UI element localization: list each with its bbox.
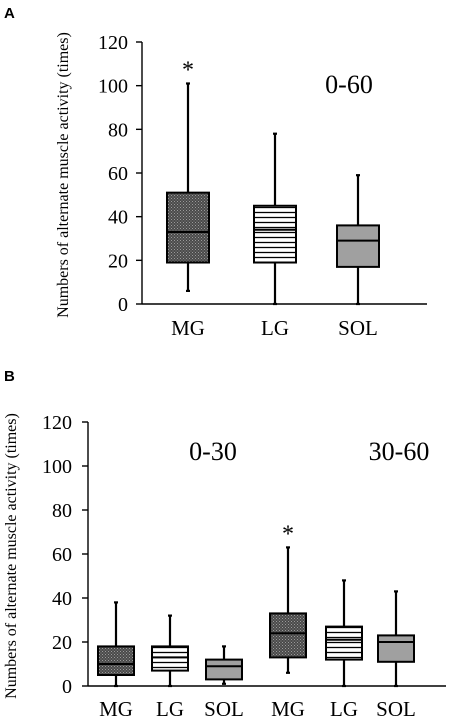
iqr-box xyxy=(269,612,307,659)
box-sol xyxy=(336,174,380,306)
panel-b-ylabel: Numbers of alternate muscle activity (ti… xyxy=(3,413,20,699)
y-tick-label: 60 xyxy=(108,163,128,185)
panel-b-letter: B xyxy=(4,368,15,385)
x-category-label: SOL xyxy=(204,697,244,720)
y-tick-label: 40 xyxy=(108,207,128,229)
panel-b-range-label-1: 0-30 xyxy=(189,437,237,466)
panel-b-range-label-2: 30-60 xyxy=(369,437,430,466)
box-lg xyxy=(253,132,297,306)
y-tick-label: 60 xyxy=(52,544,72,566)
box-lg xyxy=(151,614,189,688)
panel-a: A Numbers of alternate muscle activity (… xyxy=(4,5,427,340)
panel-b-boxes: * xyxy=(97,521,415,688)
iqr-box xyxy=(325,625,363,661)
iqr-box xyxy=(166,191,210,264)
iqr-box xyxy=(151,645,189,672)
x-category-label: LG xyxy=(156,697,184,720)
y-tick-label: 20 xyxy=(108,250,128,272)
panel-b-x-labels: MG LG SOL MG LG SOL xyxy=(99,697,416,720)
significance-marker: * xyxy=(182,57,194,83)
x-category-label: SOL xyxy=(338,316,378,340)
box-mg xyxy=(97,601,135,688)
x-category-label: LG xyxy=(261,316,289,340)
box-sol xyxy=(205,645,243,685)
y-tick-label: 100 xyxy=(98,76,128,98)
iqr-box xyxy=(253,204,297,264)
panel-a-ylabel: Numbers of alternate muscle activity (ti… xyxy=(55,32,72,318)
y-tick-label: 80 xyxy=(52,500,72,522)
x-category-label: LG xyxy=(330,697,358,720)
y-tick-label: 0 xyxy=(62,676,72,698)
y-tick-label: 100 xyxy=(42,456,72,478)
panel-b-y-ticks: 0 20 40 60 80 100 120 xyxy=(42,412,88,698)
y-tick-label: 80 xyxy=(108,119,128,141)
box-lg xyxy=(325,579,363,688)
box-mg: * xyxy=(166,57,210,292)
panel-b: B Numbers of alternate muscle activity (… xyxy=(3,368,446,720)
x-category-label: SOL xyxy=(376,697,416,720)
panel-a-x-labels: MG LG SOL xyxy=(171,316,378,340)
x-category-label: MG xyxy=(271,697,305,720)
panel-a-boxes: * xyxy=(166,57,380,306)
iqr-box xyxy=(377,634,415,663)
box-sol xyxy=(377,590,415,688)
y-tick-label: 0 xyxy=(118,294,128,316)
panel-a-letter: A xyxy=(4,5,15,22)
iqr-box xyxy=(336,224,380,268)
y-tick-label: 20 xyxy=(52,632,72,654)
x-category-label: MG xyxy=(99,697,133,720)
box-mg: * xyxy=(269,521,307,674)
iqr-box xyxy=(97,645,135,677)
significance-marker: * xyxy=(282,521,294,547)
y-tick-label: 40 xyxy=(52,588,72,610)
iqr-box xyxy=(205,658,243,681)
y-tick-label: 120 xyxy=(42,412,72,434)
y-tick-label: 120 xyxy=(98,32,128,54)
panel-a-y-ticks: 0 20 40 60 80 100 120 xyxy=(98,32,142,316)
panel-a-range-label: 0-60 xyxy=(325,70,373,99)
x-category-label: MG xyxy=(171,316,205,340)
